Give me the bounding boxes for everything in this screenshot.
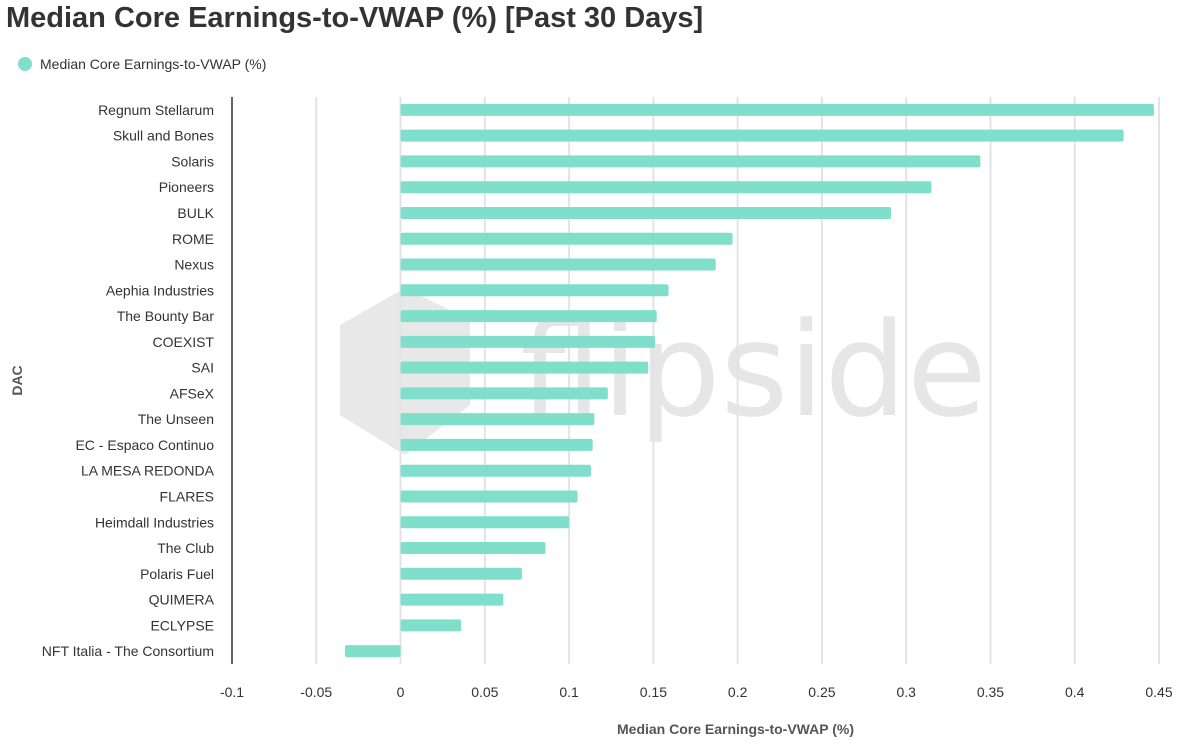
legend[interactable]: Median Core Earnings-to-VWAP (%)	[18, 56, 266, 72]
x-tick-label: 0.4	[1065, 684, 1085, 700]
bar	[400, 232, 733, 245]
y-category-label: BULK	[177, 205, 214, 221]
y-category-label: The Club	[157, 540, 214, 556]
bar	[400, 181, 932, 194]
chart-title: Median Core Earnings-to-VWAP (%) [Past 3…	[6, 2, 704, 34]
bar	[400, 542, 546, 555]
y-category-label: Regnum Stellarum	[98, 102, 214, 118]
bar	[400, 438, 593, 451]
bar	[400, 516, 570, 529]
x-tick-label: 0	[397, 684, 405, 700]
x-tick-label: 0.2	[728, 684, 748, 700]
y-category-label: COEXIST	[153, 334, 215, 350]
bar	[400, 490, 578, 503]
legend-swatch	[18, 57, 32, 71]
bar	[400, 567, 522, 580]
bar	[400, 361, 649, 374]
bar	[400, 258, 716, 271]
y-category-label: SAI	[191, 360, 214, 376]
y-category-label: Aephia Industries	[106, 282, 214, 298]
y-category-label: Solaris	[171, 153, 214, 169]
bar	[400, 103, 1154, 116]
y-category-label: FLARES	[160, 488, 214, 504]
y-category-label: AFSeX	[170, 385, 215, 401]
x-axis-title: Median Core Earnings-to-VWAP (%)	[617, 721, 854, 737]
y-category-label: EC - Espaco Continuo	[75, 437, 214, 453]
bar	[400, 206, 892, 219]
x-tick-label: 0.35	[977, 684, 1004, 700]
bar	[400, 310, 657, 323]
bar	[400, 619, 462, 632]
bar	[400, 593, 504, 606]
bar	[400, 284, 669, 297]
y-category-label: QUIMERA	[149, 592, 215, 608]
bar	[400, 155, 981, 168]
x-tick-label: 0.1	[559, 684, 579, 700]
x-tick-label: 0.25	[808, 684, 835, 700]
x-tick-label: 0.15	[640, 684, 667, 700]
y-category-label: Nexus	[174, 257, 214, 273]
y-category-label: NFT Italia - The Consortium	[42, 643, 214, 659]
y-axis-title: DAC	[9, 365, 25, 395]
bar	[344, 645, 401, 658]
bar	[400, 387, 608, 400]
y-category-label: Heimdall Industries	[95, 514, 214, 530]
x-tick-label: 0.3	[896, 684, 916, 700]
bar	[400, 335, 656, 348]
y-category-label: The Bounty Bar	[117, 308, 215, 324]
y-category-label: Polaris Fuel	[140, 566, 214, 582]
y-category-label: The Unseen	[138, 411, 214, 427]
y-category-label: ECLYPSE	[150, 617, 214, 633]
y-category-label: Skull and Bones	[113, 128, 214, 144]
bar	[400, 129, 1124, 142]
bar	[400, 413, 595, 426]
legend-label: Median Core Earnings-to-VWAP (%)	[40, 56, 267, 72]
x-tick-label: 0.05	[471, 684, 498, 700]
x-tick-label: 0.45	[1145, 684, 1172, 700]
x-tick-label: -0.1	[220, 684, 244, 700]
y-category-label: Pioneers	[159, 179, 214, 195]
x-tick-label: -0.05	[300, 684, 332, 700]
y-category-label: ROME	[172, 231, 214, 247]
bar	[400, 464, 592, 477]
y-category-label: LA MESA REDONDA	[81, 463, 215, 479]
